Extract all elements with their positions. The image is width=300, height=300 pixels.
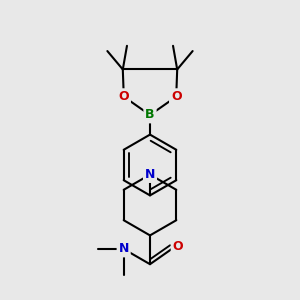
Text: N: N <box>118 242 129 256</box>
Text: O: O <box>118 90 129 103</box>
Text: N: N <box>145 168 155 181</box>
Text: B: B <box>145 109 155 122</box>
Text: O: O <box>171 90 181 103</box>
Text: O: O <box>172 240 183 253</box>
